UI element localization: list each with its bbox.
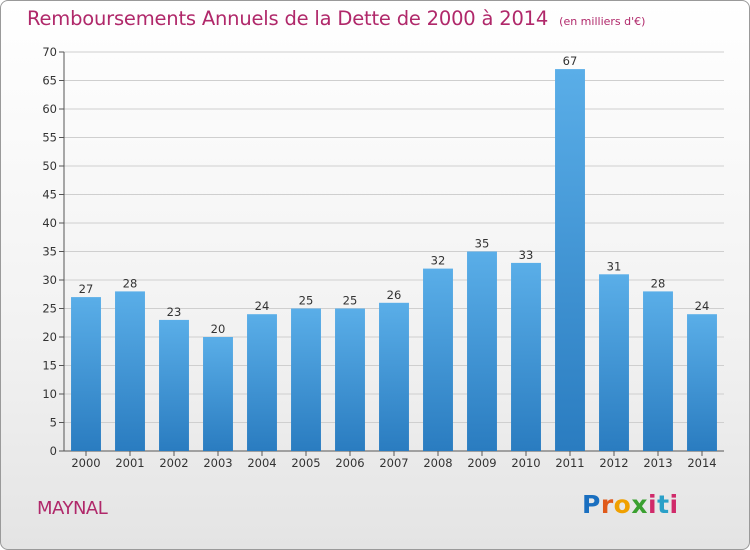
value-label: 33: [519, 248, 534, 262]
bar-2010: [511, 262, 541, 451]
chart-unit: (en milliers d'€): [559, 15, 646, 28]
value-label: 31: [607, 259, 622, 273]
x-tick-label: 2002: [159, 456, 188, 470]
value-label: 20: [211, 322, 226, 336]
value-label: 32: [431, 254, 446, 268]
bar-2000: [71, 297, 101, 451]
value-label: 24: [695, 299, 710, 313]
bar-2009: [467, 251, 497, 451]
x-tick-label: 2001: [115, 456, 144, 470]
x-tick-label: 2009: [467, 456, 496, 470]
y-tick-label: 65: [42, 74, 57, 88]
x-tick-label: 2008: [423, 456, 452, 470]
chart-title-text: Remboursements Annuels de la Dette de 20…: [27, 7, 549, 30]
y-tick-label: 30: [42, 273, 57, 287]
x-tick-label: 2004: [247, 456, 276, 470]
value-label: 24: [255, 299, 270, 313]
x-tick-label: 2000: [71, 456, 100, 470]
x-tick-label: 2010: [511, 456, 540, 470]
x-tick-label: 2014: [687, 456, 716, 470]
proxiti-logo: Proxiti: [582, 490, 679, 519]
bar-2002: [159, 319, 189, 451]
bar-2004: [247, 314, 277, 451]
y-tick-label: 10: [42, 387, 57, 401]
x-tick-label: 2005: [291, 456, 320, 470]
value-label: 28: [651, 276, 666, 290]
x-tick-label: 2013: [643, 456, 672, 470]
y-tick-label: 70: [42, 45, 57, 59]
bar-2013: [643, 291, 673, 451]
y-tick-label: 25: [42, 302, 57, 316]
chart-title: Remboursements Annuels de la Dette de 20…: [27, 7, 645, 30]
y-tick-label: 5: [50, 416, 57, 430]
labels: 0 5 10 15 20 25 30 35 40 45 50 55 60 65 70 27 2000 28 2001…: [42, 45, 716, 470]
y-tick-label: 35: [42, 245, 57, 259]
y-tick-label: 55: [42, 131, 57, 145]
x-tick-label: 2003: [203, 456, 232, 470]
x-tick-label: 2007: [379, 456, 408, 470]
value-label: 25: [343, 294, 358, 308]
y-tick-label: 20: [42, 330, 57, 344]
y-tick-label: 45: [42, 188, 57, 202]
y-tick-label: 50: [42, 159, 57, 173]
y-tick-label: 0: [50, 444, 57, 458]
bar-2008: [423, 268, 453, 451]
y-tick-label: 15: [42, 359, 57, 373]
value-label: 35: [475, 237, 490, 251]
value-label: 25: [299, 294, 314, 308]
commune-name: MAYNAL: [37, 498, 108, 519]
value-label: 23: [167, 305, 182, 319]
bar-2003: [203, 337, 233, 451]
value-label: 26: [387, 288, 402, 302]
x-tick-label: 2006: [335, 456, 364, 470]
bar-2005: [291, 308, 321, 451]
bar-2001: [115, 291, 145, 451]
y-tick-label: 60: [42, 102, 57, 116]
x-tick-label: 2011: [555, 456, 584, 470]
bar-2014: [687, 314, 717, 451]
value-label: 28: [123, 276, 138, 290]
y-tick-label: 40: [42, 216, 57, 230]
x-tick-label: 2012: [599, 456, 628, 470]
bar-2012: [599, 274, 629, 451]
bar-2006: [335, 308, 365, 451]
value-label: 67: [563, 54, 578, 68]
bars: [71, 69, 717, 451]
bar-2011: [555, 69, 585, 451]
value-label: 27: [79, 282, 94, 296]
bar-2007: [379, 302, 409, 451]
